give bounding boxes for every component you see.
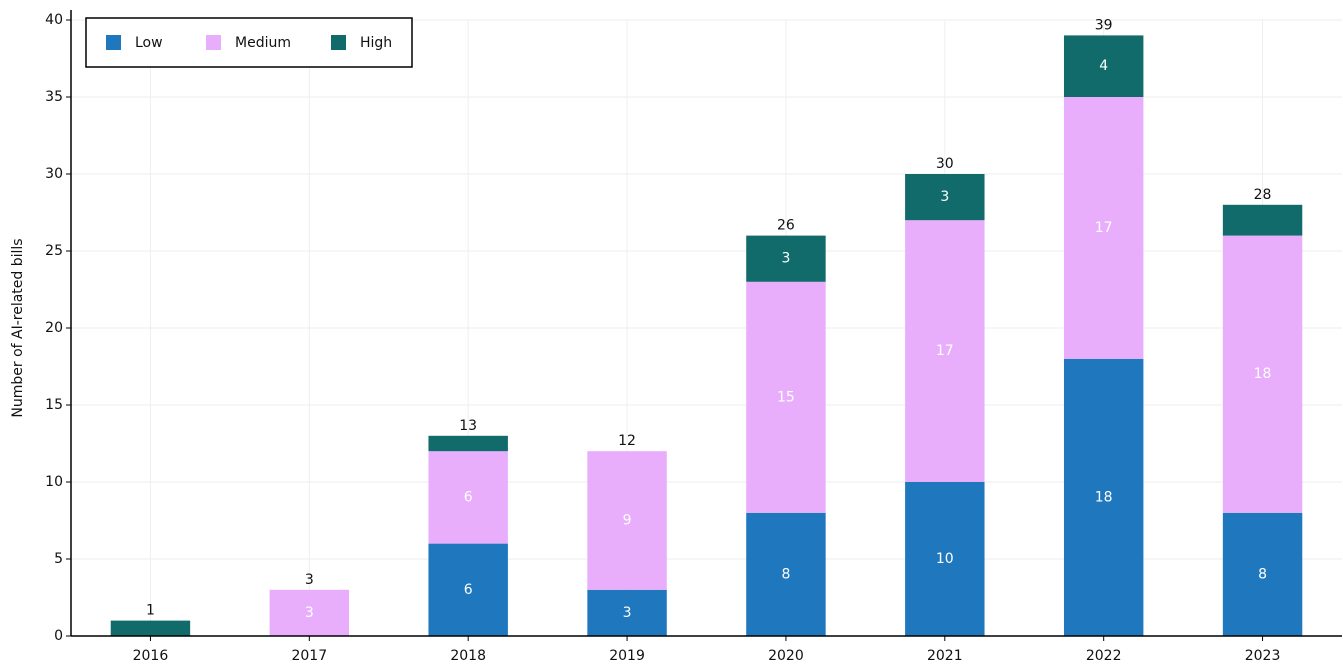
x-tick-label: 2016 xyxy=(133,648,169,664)
legend-swatch xyxy=(331,35,346,50)
bar-segment xyxy=(746,512,826,636)
bar-segment xyxy=(746,281,826,513)
total-label: 13 xyxy=(459,418,477,434)
data-label: 18 xyxy=(1254,366,1272,382)
x-tick-label: 2018 xyxy=(450,648,486,664)
x-tick-label: 2019 xyxy=(609,648,645,664)
data-label: 4 xyxy=(1099,58,1108,74)
y-tick-label: 10 xyxy=(45,474,63,490)
legend-swatch xyxy=(106,35,121,50)
bar-segment xyxy=(110,620,191,636)
data-label: 10 xyxy=(936,551,954,567)
y-tick-label: 15 xyxy=(45,397,63,413)
bar-segment xyxy=(905,220,985,482)
bar-segment xyxy=(428,435,508,452)
data-label: 17 xyxy=(936,343,954,359)
data-label: 8 xyxy=(1258,566,1267,582)
x-tick-label: 2017 xyxy=(291,648,327,664)
y-axis-label: Number of AI-related bills xyxy=(10,238,26,417)
bar-segment xyxy=(428,543,508,636)
y-tick-label: 25 xyxy=(45,243,63,259)
total-label: 1 xyxy=(146,603,155,619)
legend-label: Low xyxy=(135,35,163,51)
bar-segment xyxy=(746,235,826,282)
data-label: 6 xyxy=(464,582,473,598)
data-label: 17 xyxy=(1095,220,1113,236)
x-tick-label: 2021 xyxy=(927,648,963,664)
data-label: 8 xyxy=(781,566,790,582)
bar-segment xyxy=(905,174,985,221)
bar-segment xyxy=(1222,512,1303,636)
x-tick-label: 2022 xyxy=(1086,648,1122,664)
bar-segment xyxy=(1063,358,1144,636)
bar-segment xyxy=(587,589,667,636)
legend-box xyxy=(85,17,413,68)
y-tick-label: 40 xyxy=(45,12,63,28)
total-label: 12 xyxy=(618,433,636,449)
bar-segment xyxy=(1222,235,1303,513)
data-label: 3 xyxy=(940,189,949,205)
x-tick-label: 2020 xyxy=(768,648,804,664)
data-label: 3 xyxy=(781,251,790,267)
y-tick-label: 5 xyxy=(54,551,63,567)
y-tick-label: 0 xyxy=(54,628,63,644)
total-label: 3 xyxy=(305,572,314,588)
y-tick-label: 35 xyxy=(45,89,63,105)
bar-segment xyxy=(1063,97,1144,359)
total-label: 39 xyxy=(1095,17,1113,33)
total-label: 30 xyxy=(936,156,954,172)
bar-segment xyxy=(587,451,667,590)
data-label: 3 xyxy=(305,605,314,621)
total-label: 28 xyxy=(1254,187,1272,203)
data-label: 9 xyxy=(623,513,632,529)
data-label: 6 xyxy=(464,489,473,505)
bar-segment xyxy=(269,589,350,636)
data-label: 15 xyxy=(777,389,795,405)
total-label: 26 xyxy=(777,218,795,234)
legend-swatch xyxy=(206,35,221,50)
bar-segment xyxy=(905,482,985,636)
bar-segment xyxy=(1222,204,1303,236)
legend-label: Medium xyxy=(235,35,291,51)
y-tick-label: 20 xyxy=(45,320,63,336)
data-label: 3 xyxy=(623,605,632,621)
data-label: 18 xyxy=(1095,489,1113,505)
y-tick-label: 30 xyxy=(45,166,63,182)
bar-segment xyxy=(428,451,508,544)
x-tick-label: 2023 xyxy=(1245,648,1281,664)
legend: Low Medium High xyxy=(85,17,413,68)
bar-segment xyxy=(1063,35,1144,97)
legend-label: High xyxy=(360,35,392,51)
